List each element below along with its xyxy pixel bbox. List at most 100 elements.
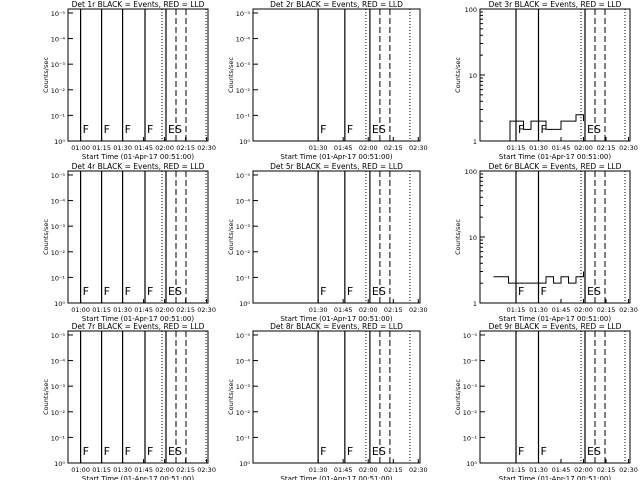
y-tick-label: 10⁰: [54, 138, 65, 146]
event-marker-label: F: [347, 445, 353, 458]
x-tick-label: 02:00: [155, 144, 174, 152]
event-marker-label: F: [320, 123, 326, 136]
panel-det-1: Det 1r BLACK = Events, RED = LLD Counts/s…: [42, 0, 216, 161]
x-tick-label: 01:30: [529, 306, 548, 314]
x-tick-label: 01:45: [134, 466, 153, 474]
y-tick-label: 10⁰: [239, 138, 250, 146]
plot-frame: [252, 330, 421, 464]
y-axis-label: Counts/sec: [42, 379, 50, 415]
x-tick-label: 02:15: [384, 466, 403, 474]
event-marker-label: F: [541, 445, 547, 458]
event-marker-label: ES: [168, 123, 182, 136]
y-tick-label: 10⁻³: [236, 383, 251, 391]
plot-frame: [67, 170, 209, 304]
x-tick-label: 01:45: [552, 466, 571, 474]
x-tick-label: 01:15: [92, 466, 111, 474]
panel-det-4: Det 4r BLACK = Events, RED = LLD Counts/s…: [42, 162, 216, 323]
x-tick-label: 02:15: [176, 144, 195, 152]
x-tick-label: 01:45: [134, 144, 153, 152]
event-marker-label: F: [518, 445, 524, 458]
y-tick-label: 10⁻²: [463, 409, 478, 417]
y-tick-label: 10⁰: [54, 460, 65, 468]
y-axis-label: Counts/sec: [227, 379, 235, 415]
x-tick-label: 02:30: [197, 306, 216, 314]
panel-det-9: Det 9r BLACK = Events, RED = LLD Counts/s…: [454, 322, 638, 480]
plot-frame: [479, 330, 631, 464]
x-tick-label: 01:15: [507, 466, 526, 474]
x-tick-label: 02:00: [574, 306, 593, 314]
x-tick-label: 01:30: [309, 466, 328, 474]
x-tick-label: 02:00: [574, 144, 593, 152]
x-tick-label: 02:15: [597, 466, 616, 474]
event-marker-label: F: [104, 445, 110, 458]
event-marker-label: F: [125, 445, 131, 458]
panel-det-6: Det 6r BLACK = Events, RED = LLD Counts/s…: [454, 162, 638, 323]
x-tick-label: 01:30: [529, 466, 548, 474]
x-tick-label: 01:30: [113, 466, 132, 474]
x-tick-label: 02:30: [197, 144, 216, 152]
x-axis-label: Start Time (01-Apr-17 00:51:00): [82, 475, 194, 480]
event-marker-label: ES: [587, 445, 601, 458]
event-marker-label: F: [125, 123, 131, 136]
x-tick-label: 01:15: [507, 144, 526, 152]
y-tick-label: 10⁻²: [51, 87, 66, 95]
y-tick-label: 100: [465, 168, 477, 176]
x-tick-label: 01:15: [507, 306, 526, 314]
x-tick-label: 01:45: [552, 144, 571, 152]
panel-det-2: Det 2r BLACK = Events, RED = LLD Counts/s…: [227, 0, 428, 161]
event-marker-label: F: [541, 285, 547, 298]
y-tick-label: 10⁻³: [236, 223, 251, 231]
x-tick-label: 02:00: [359, 466, 378, 474]
y-tick-label: 10⁻³: [463, 383, 478, 391]
x-axis-label: Start Time (01-Apr-17 00:51:00): [82, 315, 194, 323]
event-marker-label: F: [147, 285, 153, 298]
plot-frame: [252, 170, 421, 304]
y-tick-label: 10⁻²: [236, 87, 251, 95]
x-tick-label: 02:30: [197, 466, 216, 474]
x-tick-label: 02:30: [409, 466, 428, 474]
x-tick-label: 02:00: [359, 306, 378, 314]
x-tick-label: 01:15: [92, 306, 111, 314]
x-tick-label: 02:00: [574, 466, 593, 474]
y-tick-label: 10⁻¹: [236, 112, 251, 120]
panel-det-3: Det 3r BLACK = Events, RED = LLD Counts/s…: [454, 0, 638, 161]
panel-title: Det 3r BLACK = Events, RED = LLD: [489, 0, 622, 9]
y-tick-label: 10⁻⁴: [236, 198, 251, 206]
x-tick-label: 01:00: [71, 306, 90, 314]
event-marker-label: F: [320, 445, 326, 458]
panel-title: Det 5r BLACK = Events, RED = LLD: [270, 162, 403, 171]
x-tick-label: 02:30: [409, 306, 428, 314]
x-tick-label: 02:30: [619, 144, 638, 152]
event-marker-label: F: [83, 445, 89, 458]
panel-title: Det 1r BLACK = Events, RED = LLD: [72, 0, 205, 9]
event-marker-label: ES: [372, 445, 386, 458]
plot-frame: [252, 8, 421, 142]
x-tick-label: 02:15: [384, 144, 403, 152]
x-tick-label: 01:45: [552, 306, 571, 314]
series-line-events: [493, 271, 584, 284]
panel-title: Det 8r BLACK = Events, RED = LLD: [270, 322, 403, 331]
x-tick-label: 02:00: [155, 466, 174, 474]
y-tick-label: 10⁰: [466, 460, 477, 468]
event-marker-label: F: [125, 285, 131, 298]
x-axis-label: Start Time (01-Apr-17 00:51:00): [280, 153, 392, 161]
panel-title: Det 4r BLACK = Events, RED = LLD: [72, 162, 205, 171]
x-axis-label: Start Time (01-Apr-17 00:51:00): [499, 475, 611, 480]
x-tick-label: 02:15: [176, 306, 195, 314]
y-tick-label: 10: [469, 72, 477, 80]
y-tick-label: 10⁻²: [51, 249, 66, 257]
y-tick-label: 10⁰: [239, 300, 250, 308]
x-axis-label: Start Time (01-Apr-17 00:51:00): [499, 315, 611, 323]
y-axis-label: Counts/sec: [454, 57, 462, 93]
y-tick-label: 10⁻⁵: [236, 332, 251, 340]
y-tick-label: 10⁻¹: [463, 434, 478, 442]
x-tick-label: 02:30: [619, 466, 638, 474]
event-marker-label: F: [83, 285, 89, 298]
x-tick-label: 01:45: [334, 306, 353, 314]
plot-frame: [67, 8, 209, 142]
x-tick-label: 02:15: [597, 144, 616, 152]
x-tick-label: 02:00: [359, 144, 378, 152]
event-marker-label: ES: [587, 123, 601, 136]
event-marker-label: ES: [372, 123, 386, 136]
